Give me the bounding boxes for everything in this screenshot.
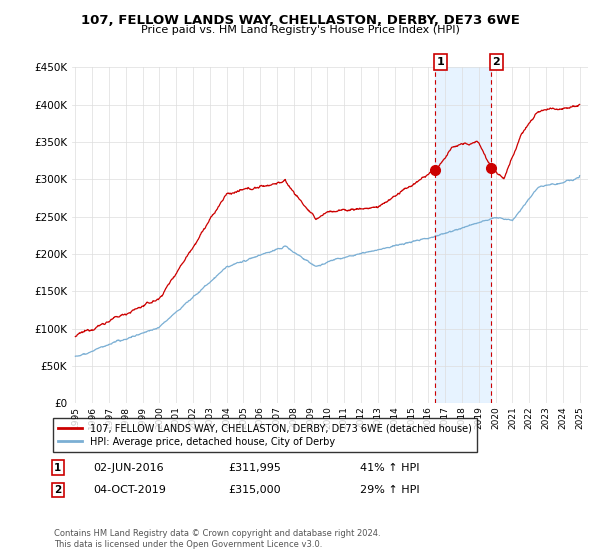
Text: 2: 2: [54, 485, 61, 495]
Text: Price paid vs. HM Land Registry's House Price Index (HPI): Price paid vs. HM Land Registry's House …: [140, 25, 460, 35]
Legend: 107, FELLOW LANDS WAY, CHELLASTON, DERBY, DE73 6WE (detached house), HPI: Averag: 107, FELLOW LANDS WAY, CHELLASTON, DERBY…: [53, 418, 476, 452]
Text: Contains HM Land Registry data © Crown copyright and database right 2024.
This d: Contains HM Land Registry data © Crown c…: [54, 529, 380, 549]
Text: 02-JUN-2016: 02-JUN-2016: [93, 463, 164, 473]
Text: 41% ↑ HPI: 41% ↑ HPI: [360, 463, 419, 473]
Text: 1: 1: [437, 57, 445, 67]
Text: 04-OCT-2019: 04-OCT-2019: [93, 485, 166, 495]
Text: £315,000: £315,000: [228, 485, 281, 495]
Text: 107, FELLOW LANDS WAY, CHELLASTON, DERBY, DE73 6WE: 107, FELLOW LANDS WAY, CHELLASTON, DERBY…: [80, 14, 520, 27]
Text: 2: 2: [493, 57, 500, 67]
Text: 1: 1: [54, 463, 61, 473]
Text: 29% ↑ HPI: 29% ↑ HPI: [360, 485, 419, 495]
Text: £311,995: £311,995: [228, 463, 281, 473]
Bar: [436, 67, 491, 403]
